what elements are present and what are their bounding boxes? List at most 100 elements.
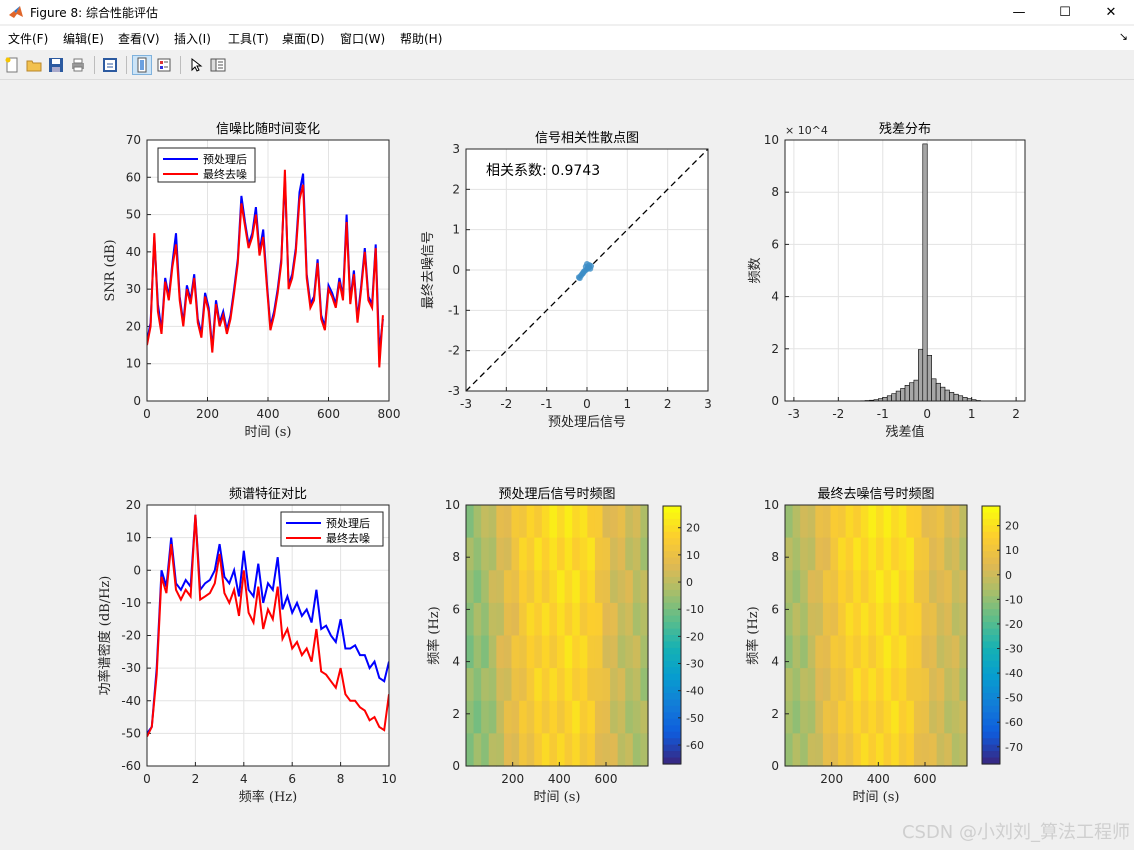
- heatmap-cell: [503, 602, 513, 637]
- heatmap-cell: [860, 602, 870, 637]
- histogram-bar: [940, 386, 946, 401]
- y-axis-label: 频数: [748, 257, 763, 283]
- heatmap-cell: [868, 505, 877, 539]
- heatmap-cell: [481, 733, 490, 767]
- heatmap-cell: [496, 505, 505, 539]
- y-tick-label: 6: [771, 237, 779, 251]
- new-figure-icon[interactable]: [2, 55, 22, 75]
- axes-border: [465, 148, 709, 392]
- axes-border: [465, 504, 649, 767]
- close-button[interactable]: ✕: [1105, 4, 1117, 20]
- colorbar-segment: [982, 609, 1000, 617]
- heatmap-cell: [594, 505, 604, 539]
- heatmap-cell: [876, 733, 885, 767]
- heatmap-cell: [868, 733, 877, 767]
- heatmap-cell: [815, 635, 824, 669]
- toolbar-separator: [180, 56, 181, 74]
- heatmap-cell: [845, 700, 854, 734]
- heatmap-cell: [830, 537, 839, 571]
- x-tick-label: 4: [240, 772, 248, 786]
- heatmap-cell: [815, 700, 824, 734]
- colorbar-segment: [663, 699, 681, 707]
- heatmap-cell: [898, 668, 907, 702]
- heatmap-cell: [534, 505, 543, 539]
- save-icon[interactable]: [46, 55, 66, 75]
- colorbar-segment: [663, 609, 681, 617]
- heatmap-cell: [838, 505, 847, 539]
- heatmap-cell: [481, 668, 490, 702]
- minimize-button[interactable]: —: [1012, 4, 1026, 20]
- chart-title: 频谱特征对比: [229, 487, 307, 502]
- y-tick-label: 10: [126, 357, 141, 371]
- heatmap-cell: [913, 635, 923, 669]
- heatmap-cell: [868, 635, 877, 669]
- heatmap-cell: [860, 700, 870, 734]
- heatmap-cell: [496, 537, 505, 571]
- heatmap-cell: [951, 733, 961, 767]
- print-icon[interactable]: [68, 55, 88, 75]
- menu-edit[interactable]: 编辑(E): [63, 32, 104, 46]
- menu-help[interactable]: 帮助(H): [400, 32, 443, 46]
- legend-label: 预处理后: [203, 153, 247, 166]
- heatmap-cell: [936, 537, 945, 571]
- heatmap-cell: [526, 700, 535, 734]
- colorbar-segment: [982, 557, 1000, 565]
- heatmap-cell: [876, 700, 885, 734]
- heatmap-cell: [785, 635, 794, 669]
- heatmap-cell: [488, 635, 497, 669]
- heatmap-cell: [921, 733, 930, 767]
- y-tick-label: 10: [764, 498, 779, 512]
- menu-insert[interactable]: 插入(I): [174, 32, 211, 46]
- link-plot-icon[interactable]: [132, 55, 152, 75]
- colorbar-segment: [982, 525, 1000, 533]
- heatmap-cell: [906, 602, 915, 637]
- x-tick-label: 8: [337, 772, 345, 786]
- heatmap-cell: [481, 602, 490, 637]
- heatmap-cell: [579, 537, 588, 571]
- heatmap-cell: [876, 537, 885, 571]
- y-tick-label: 6: [452, 602, 460, 616]
- edit-pointer-icon[interactable]: [186, 55, 206, 75]
- heatmap-cell: [503, 668, 513, 702]
- insert-colorbar-icon[interactable]: [154, 55, 174, 75]
- heatmap-cell: [898, 635, 907, 669]
- heatmap-cell: [898, 570, 907, 604]
- heatmap-cell: [617, 668, 626, 702]
- print-preview-icon[interactable]: [100, 55, 120, 75]
- colorbar-segment: [663, 725, 681, 733]
- menu-desktop[interactable]: 桌面(D): [282, 32, 325, 46]
- heatmap-cell: [466, 700, 475, 734]
- colorbar-segment: [663, 596, 681, 604]
- menu-file[interactable]: 文件(F): [8, 32, 49, 46]
- chart-title: 预处理后信号时频图: [498, 487, 615, 502]
- heatmap-cell: [579, 700, 588, 734]
- colorbar-tick-label: -10: [686, 603, 704, 616]
- heatmap-cell: [519, 537, 528, 571]
- heatmap-cell: [876, 668, 885, 702]
- heatmap-cell: [838, 602, 847, 637]
- heatmap-cell: [572, 635, 581, 669]
- colorbar-tick-label: -40: [686, 685, 704, 698]
- heatmap-cell: [617, 602, 626, 637]
- dock-arrow-icon[interactable]: ↘: [1118, 30, 1128, 43]
- heatmap-cell: [906, 635, 915, 669]
- heatmap-cell: [891, 733, 900, 767]
- heatmap-cell: [853, 733, 862, 767]
- menu-view[interactable]: 查看(V): [118, 32, 160, 46]
- heatmap-cell: [785, 733, 794, 767]
- heatmap-cell: [549, 668, 558, 702]
- heatmap-cell: [838, 668, 847, 702]
- heatmap-cell: [853, 668, 862, 702]
- maximize-button[interactable]: ☐: [1059, 4, 1071, 20]
- y-exponent-label: × 10^4: [785, 124, 828, 137]
- menu-window[interactable]: 窗口(W): [340, 32, 386, 46]
- menu-tools[interactable]: 工具(T): [228, 32, 269, 46]
- colorbar-segment: [663, 576, 681, 584]
- colorbar-tick-label: -30: [686, 658, 704, 671]
- axes-border: [784, 139, 1026, 402]
- heatmap-cell: [860, 570, 870, 604]
- heatmap-cell: [868, 602, 877, 637]
- x-axis-label: 时间 (s): [853, 790, 900, 805]
- open-file-icon[interactable]: [24, 55, 44, 75]
- property-inspector-icon[interactable]: [208, 55, 228, 75]
